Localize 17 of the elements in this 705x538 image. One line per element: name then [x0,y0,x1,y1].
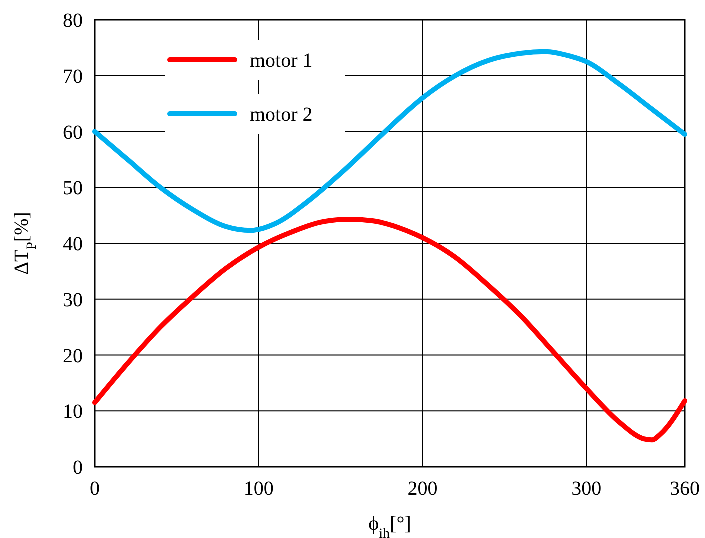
x-axis-title: ϕ$_{ih}$[°] [368,513,412,538]
x-tick-label: 300 [572,478,602,500]
y-tick-label: 50 [63,178,83,200]
y-tick-label: 70 [63,66,83,88]
y-tick-label: 20 [63,345,83,368]
y-tick-label: 60 [63,122,83,144]
y-tick-label: 0 [73,457,83,479]
legend-label: motor 1 [250,50,313,72]
y-tick-label: 40 [63,234,83,256]
y-tick-label: 10 [63,401,83,424]
y-tick-label: 80 [63,10,83,32]
x-tick-label: 0 [90,478,100,500]
x-tick-label: 100 [244,478,274,500]
y-tick-label: 30 [63,289,83,312]
x-tick-label: 200 [408,478,438,500]
x-tick-label: 360 [670,478,700,500]
legend-label: motor 2 [250,104,313,126]
